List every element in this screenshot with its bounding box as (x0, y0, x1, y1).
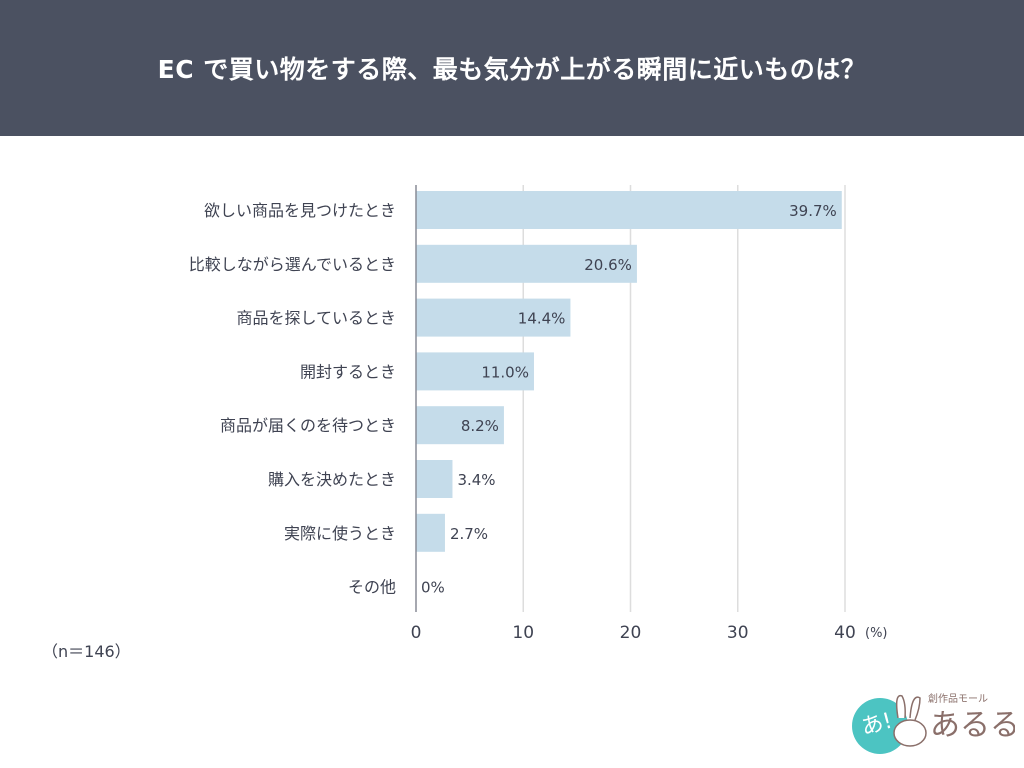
category-label: その他 (348, 578, 396, 597)
x-tick-label: 0 (411, 623, 422, 643)
data-label: 8.2% (461, 417, 499, 435)
category-label: 実際に使うとき (284, 524, 396, 543)
bar (416, 352, 534, 391)
bar (416, 298, 571, 337)
x-tick-label: 40 (834, 623, 856, 643)
data-label: 0% (421, 579, 445, 597)
category-label: 欲しい商品を見つけたとき (204, 201, 396, 220)
bar (416, 191, 842, 229)
x-tick-label: 10 (512, 623, 534, 643)
data-label: 2.7% (450, 525, 488, 543)
bar (416, 513, 445, 552)
data-label: 14.4% (518, 310, 566, 328)
category-label: 商品が届くのを待つとき (220, 416, 396, 435)
x-tick-label: 30 (727, 623, 749, 643)
x-unit-label: (%) (865, 626, 888, 641)
bar (416, 460, 453, 498)
sample-size-note: （n＝146） (42, 642, 131, 661)
page-title: EC で買い物をする際、最も気分が上がる瞬間に近いものは？ (157, 55, 867, 84)
data-label: 11.0% (481, 363, 529, 381)
x-tick-label: 20 (620, 623, 642, 643)
category-label: 開封するとき (300, 362, 396, 381)
bar (416, 406, 504, 445)
svg-text:あるる: あるる (930, 708, 1015, 743)
category-label: 商品を探しているとき (236, 309, 396, 328)
bar (416, 244, 637, 283)
data-label: 20.6% (584, 256, 632, 274)
data-label: 3.4% (457, 471, 495, 489)
header: EC で買い物をする際、最も気分が上がる瞬間に近いものは？ (0, 0, 1024, 136)
svg-text:創作品モール: 創作品モール (928, 693, 988, 705)
category-label: 比較しながら選んでいるとき (189, 255, 396, 274)
data-label: 39.7% (789, 202, 837, 220)
category-label: 購入を決めたとき (268, 470, 396, 489)
arulu-logo: あ! 創作品モール あるる (852, 693, 1015, 754)
